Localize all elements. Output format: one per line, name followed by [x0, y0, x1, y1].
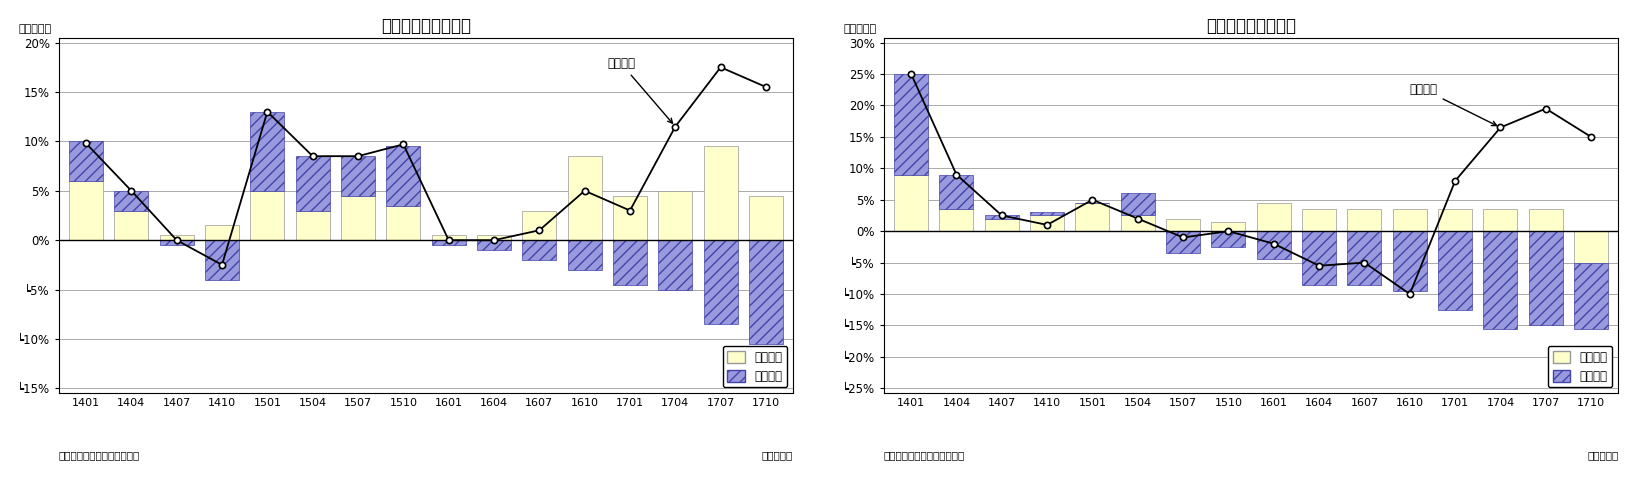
- Bar: [1257, 203, 1290, 231]
- Legend: 数量要因, 価格要因: 数量要因, 価格要因: [723, 346, 788, 388]
- Title: 輸入金額の要因分解: 輸入金額の要因分解: [1207, 17, 1297, 34]
- Bar: [1393, 209, 1427, 231]
- Bar: [1439, 231, 1472, 310]
- Bar: [703, 240, 737, 324]
- Bar: [204, 240, 239, 280]
- Bar: [1212, 231, 1246, 247]
- Bar: [984, 218, 1019, 231]
- Bar: [296, 211, 330, 240]
- Text: （年・月）: （年・月）: [762, 450, 793, 460]
- Bar: [342, 196, 374, 240]
- Bar: [386, 146, 420, 205]
- Text: （資料）財務省「貿易統計」: （資料）財務省「貿易統計」: [885, 450, 965, 460]
- Text: 輸入金額: 輸入金額: [1409, 83, 1496, 125]
- Bar: [522, 211, 556, 240]
- Bar: [296, 156, 330, 211]
- Bar: [1301, 209, 1336, 231]
- Bar: [1212, 222, 1246, 231]
- Bar: [1122, 194, 1154, 216]
- Bar: [1030, 216, 1064, 231]
- Bar: [659, 191, 692, 240]
- Bar: [342, 156, 374, 196]
- Bar: [703, 146, 737, 240]
- Bar: [984, 216, 1019, 218]
- Bar: [940, 175, 973, 209]
- Bar: [386, 205, 420, 240]
- Text: （前年比）: （前年比）: [844, 24, 876, 34]
- Bar: [114, 211, 149, 240]
- Bar: [1575, 231, 1609, 262]
- Bar: [522, 240, 556, 260]
- Bar: [940, 209, 973, 231]
- Bar: [613, 240, 647, 285]
- Bar: [1122, 216, 1154, 231]
- Bar: [477, 240, 512, 250]
- Bar: [567, 156, 602, 240]
- Bar: [749, 196, 783, 240]
- Bar: [1575, 262, 1609, 329]
- Bar: [160, 240, 193, 245]
- Title: 輸出金額の要因分解: 輸出金額の要因分解: [381, 17, 471, 34]
- Bar: [250, 112, 284, 191]
- Bar: [749, 240, 783, 344]
- Text: （前年比）: （前年比）: [18, 24, 51, 34]
- Bar: [477, 235, 512, 240]
- Legend: 数量要因, 価格要因: 数量要因, 価格要因: [1548, 346, 1612, 388]
- Bar: [659, 240, 692, 290]
- Bar: [894, 74, 929, 175]
- Bar: [1301, 231, 1336, 285]
- Bar: [1030, 212, 1064, 216]
- Text: 輸出金額: 輸出金額: [607, 57, 672, 123]
- Bar: [1076, 203, 1110, 231]
- Bar: [1257, 231, 1290, 260]
- Bar: [69, 181, 103, 240]
- Bar: [160, 235, 193, 240]
- Text: （資料）財務省「貿易統計」: （資料）財務省「貿易統計」: [59, 450, 141, 460]
- Bar: [1166, 218, 1200, 231]
- Bar: [1347, 231, 1382, 285]
- Bar: [250, 191, 284, 240]
- Text: （年・月）: （年・月）: [1588, 450, 1619, 460]
- Bar: [204, 225, 239, 240]
- Bar: [432, 240, 466, 245]
- Bar: [567, 240, 602, 270]
- Bar: [1393, 231, 1427, 291]
- Bar: [1347, 209, 1382, 231]
- Bar: [1483, 231, 1517, 329]
- Bar: [432, 235, 466, 240]
- Bar: [894, 175, 929, 231]
- Bar: [114, 191, 149, 211]
- Bar: [1166, 231, 1200, 253]
- Bar: [1529, 231, 1563, 325]
- Bar: [1483, 209, 1517, 231]
- Bar: [613, 196, 647, 240]
- Bar: [69, 141, 103, 181]
- Bar: [1529, 209, 1563, 231]
- Bar: [1439, 209, 1472, 231]
